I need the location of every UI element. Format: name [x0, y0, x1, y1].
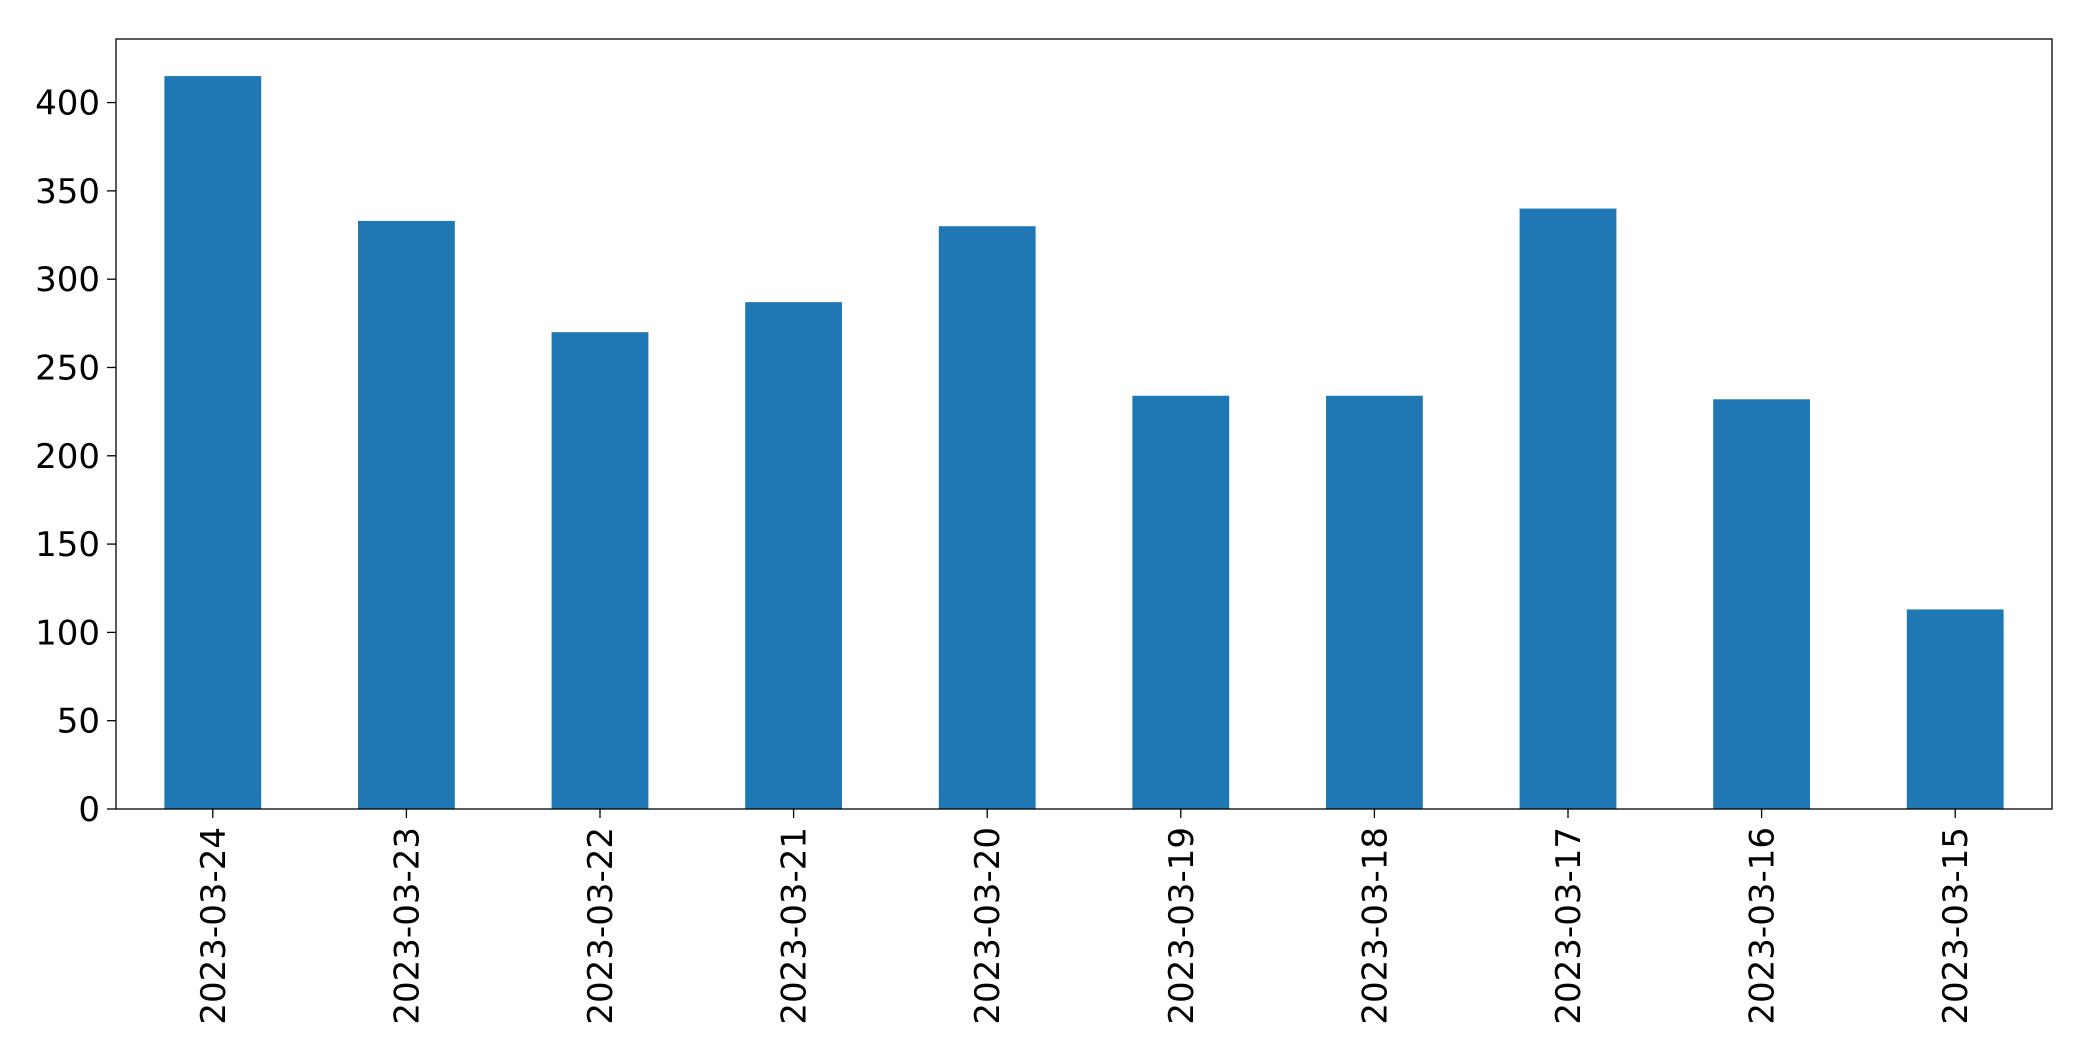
x-tick-label: 2023-03-24: [194, 827, 234, 1025]
x-tick-label: 2023-03-18: [1355, 827, 1395, 1025]
x-tick-label: 2023-03-23: [387, 827, 427, 1025]
bar: [164, 76, 262, 809]
x-tick-label: 2023-03-19: [1162, 827, 1202, 1025]
bar: [938, 226, 1036, 809]
x-tick-label: 2023-03-16: [1743, 827, 1783, 1025]
bar: [1906, 609, 2004, 809]
bar: [1713, 399, 1810, 809]
bar: [1326, 395, 1423, 809]
x-tick-label: 2023-03-17: [1549, 827, 1589, 1025]
plot-frame: [115, 38, 2053, 810]
x-tick-label: 2023-03-20: [968, 827, 1008, 1025]
y-tick-label: 0: [78, 790, 100, 830]
x-tick-label: 2023-03-22: [581, 827, 621, 1025]
bar: [745, 302, 842, 809]
y-tick-label: 300: [35, 260, 100, 300]
y-tick-label: 150: [35, 525, 100, 565]
y-tick-label: 100: [35, 613, 100, 653]
bar: [551, 332, 649, 809]
x-tick-label: 2023-03-15: [1936, 827, 1976, 1025]
y-tick-label: 400: [35, 84, 100, 124]
bar: [1519, 208, 1617, 810]
x-tick-label: 2023-03-21: [775, 827, 815, 1025]
y-tick-label: 50: [57, 702, 100, 742]
bar: [358, 220, 455, 809]
y-tick-label: 350: [35, 172, 100, 212]
bar: [1132, 395, 1230, 809]
y-tick-label: 200: [35, 437, 100, 477]
y-tick-label: 250: [35, 348, 100, 388]
